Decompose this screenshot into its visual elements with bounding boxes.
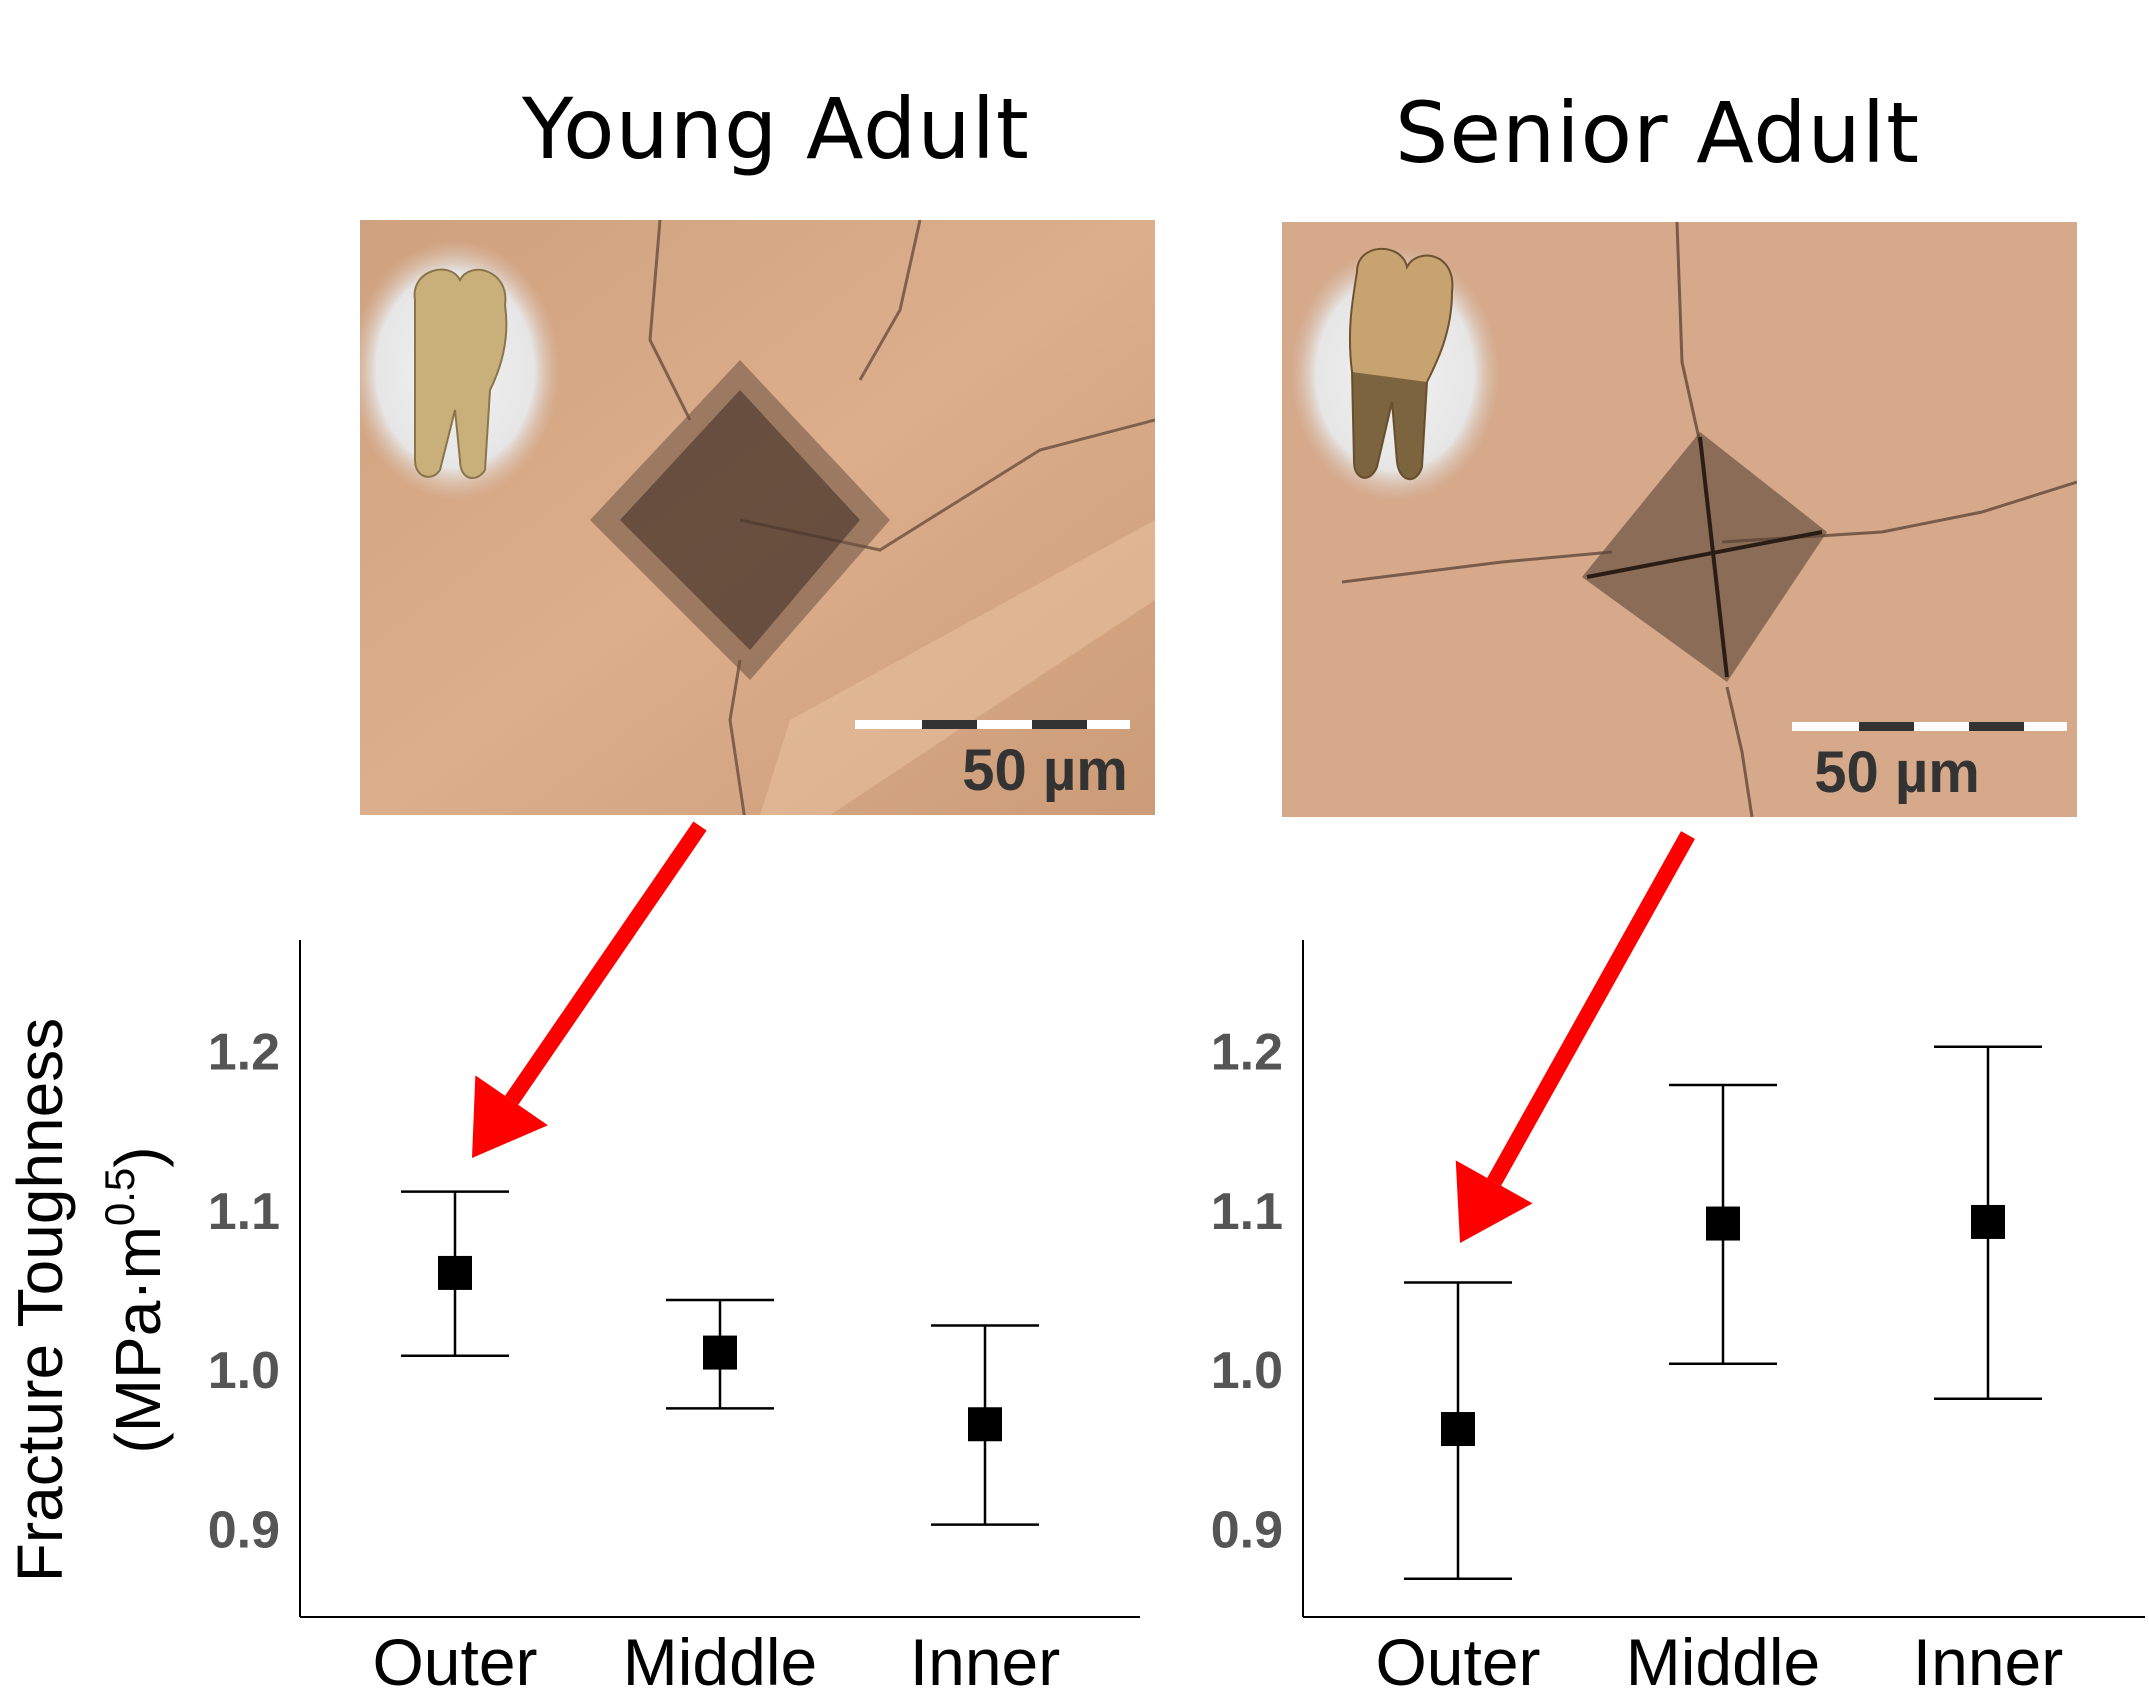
y-tick-label: 1.1 (1211, 1183, 1283, 1241)
panel-title-young-adult: Young Adult (522, 80, 1030, 178)
x-tick-label: Inner (910, 1625, 1060, 1693)
y-tick-label: 0.9 (1211, 1501, 1283, 1559)
x-tick-label: Inner (1913, 1625, 2063, 1693)
data-point (968, 1407, 1002, 1442)
chart-young-adult: 1.2 1.1 1.0 0.9 Outer Middle Inner (208, 940, 1140, 1693)
y-units-close: ) (102, 1146, 174, 1167)
y-tick-label: 1.1 (208, 1183, 280, 1241)
data-point (1441, 1412, 1475, 1447)
chart-senior-adult: 1.2 1.1 1.0 0.9 Outer Middle Inner (1211, 940, 2145, 1693)
panel-title-senior-adult: Senior Adult (1395, 84, 1921, 182)
y-axis-label: Fracture Toughness (MPa·m0.5) (4, 1018, 174, 1582)
y-tick-label: 1.2 (208, 1024, 280, 1082)
y-tick-label: 1.2 (1211, 1024, 1283, 1082)
y-tick-label: 1.0 (208, 1342, 280, 1400)
red-arrow-shaft (1487, 831, 1695, 1186)
x-tick-label: Middle (1626, 1625, 1820, 1693)
micrograph-young-adult: 50 µm (360, 220, 1155, 815)
scale-bar: 50 µm (1792, 722, 2067, 805)
micrograph-senior-adult: 50 µm (1282, 222, 2077, 817)
tooth-photo-icon (360, 240, 560, 500)
data-point (703, 1335, 737, 1370)
data-point (438, 1255, 472, 1290)
y-units-sup: 0.5 (96, 1168, 143, 1226)
y-axis-units: (MPa·m0.5) (96, 1146, 174, 1453)
data-point (1971, 1204, 2005, 1239)
y-axis-title: Fracture Toughness (4, 1018, 76, 1582)
data-point (1706, 1206, 1740, 1241)
scale-bar-label: 50 µm (962, 738, 1128, 803)
y-tick-label: 1.0 (1211, 1342, 1283, 1400)
y-units-base: (MPa·m (102, 1226, 174, 1454)
red-arrow-shaft (505, 821, 707, 1105)
red-arrow-head (1455, 1160, 1533, 1243)
scale-bar-label: 50 µm (1814, 740, 1980, 805)
red-arrow-head (472, 1075, 548, 1158)
vickers-indent-icon (590, 360, 890, 680)
x-tick-label: Middle (623, 1625, 817, 1693)
scale-bar: 50 µm (855, 720, 1130, 803)
vickers-indent-icon (1582, 432, 1827, 682)
x-tick-label: Outer (372, 1625, 537, 1693)
y-tick-label: 0.9 (208, 1501, 280, 1559)
x-tick-label: Outer (1375, 1625, 1540, 1693)
tooth-photo-icon (1290, 246, 1500, 502)
